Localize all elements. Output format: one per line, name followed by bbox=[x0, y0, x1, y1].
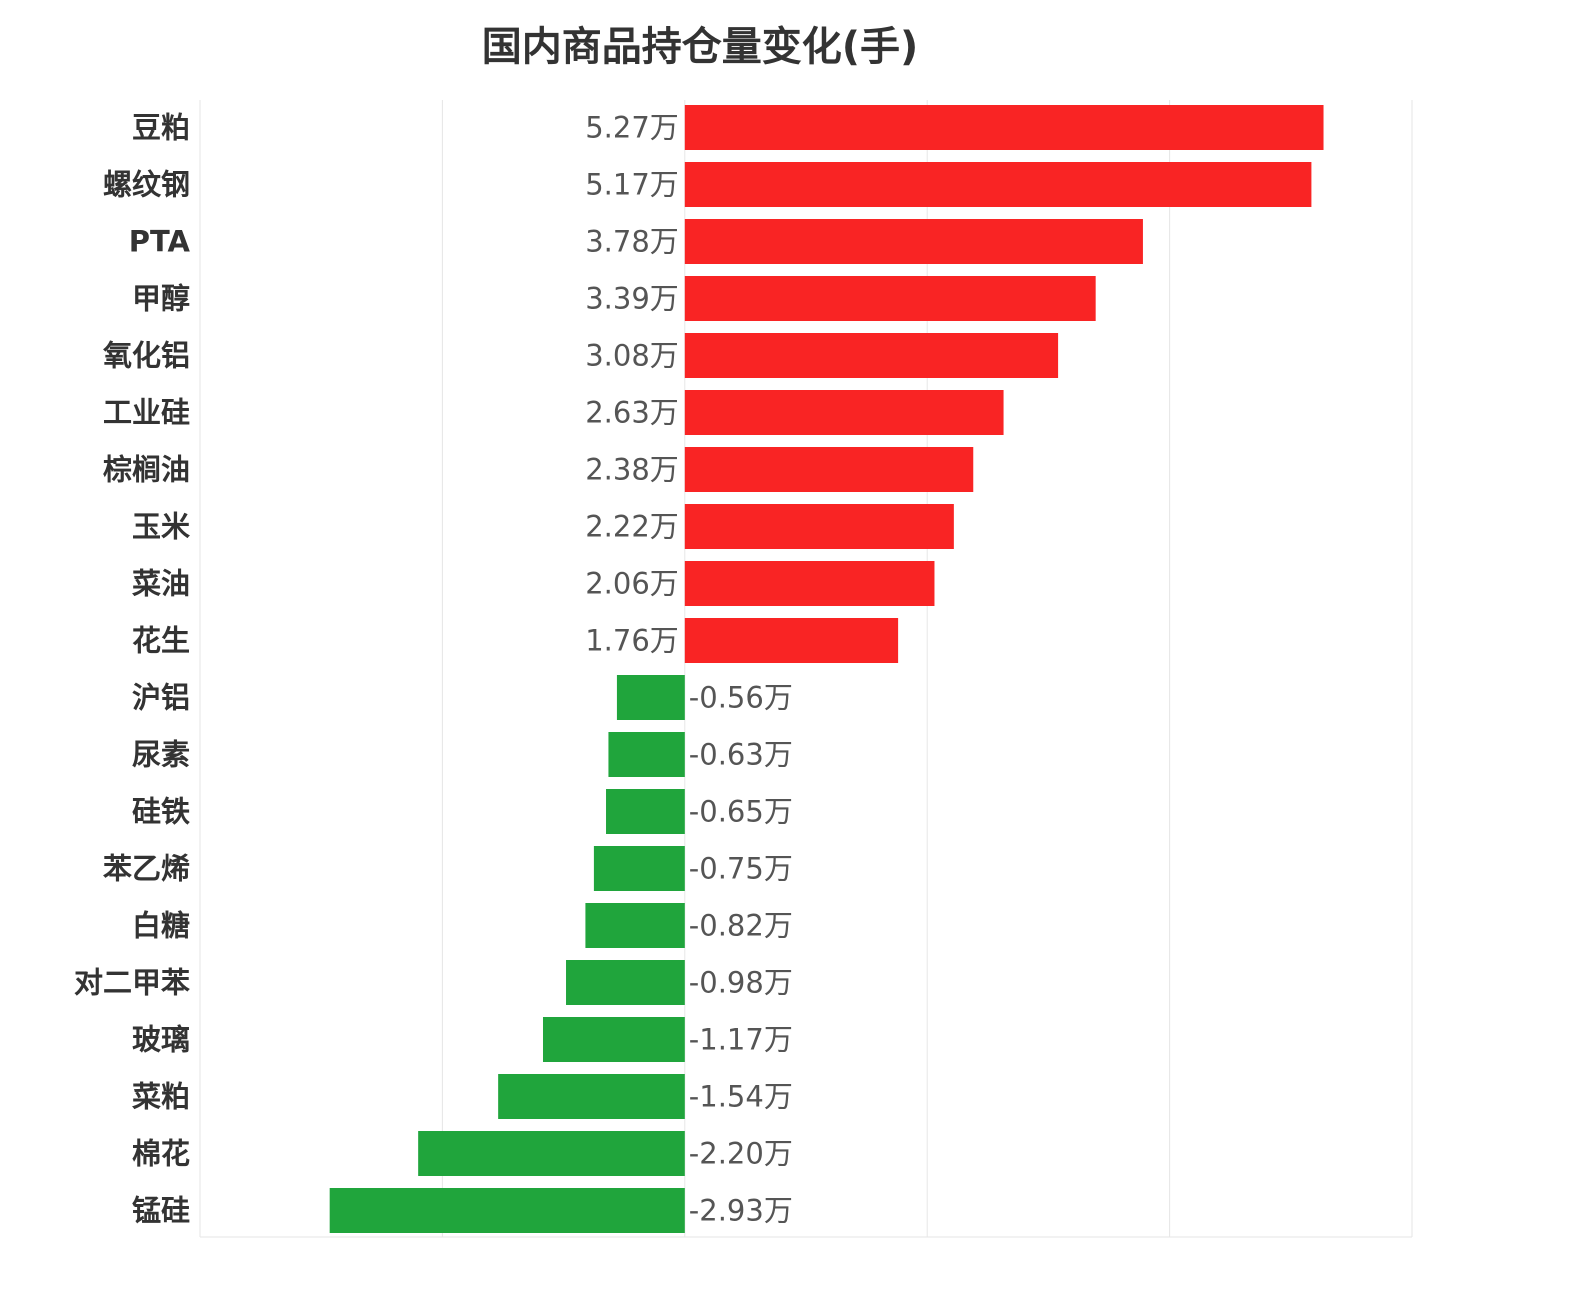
category-label: 甲醇 bbox=[132, 282, 190, 316]
category-label: 锰硅 bbox=[132, 1194, 190, 1228]
value-label: -0.65万 bbox=[689, 795, 793, 829]
category-label: 苯乙烯 bbox=[103, 852, 190, 886]
bar-5 bbox=[684, 390, 1004, 435]
value-label: 5.27万 bbox=[585, 111, 679, 145]
bar-18 bbox=[418, 1131, 685, 1176]
category-label: 玻璃 bbox=[132, 1023, 190, 1057]
category-label: 菜粕 bbox=[132, 1080, 190, 1114]
bar-19 bbox=[329, 1188, 685, 1233]
category-label: 尿素 bbox=[132, 738, 190, 772]
bar-6 bbox=[684, 447, 974, 492]
category-label: 玉米 bbox=[132, 510, 190, 544]
bar-8 bbox=[684, 561, 935, 606]
category-label: 棕榈油 bbox=[103, 453, 190, 487]
category-label: 豆粕 bbox=[132, 111, 190, 145]
bar-17 bbox=[498, 1074, 685, 1119]
bar-3 bbox=[684, 276, 1096, 321]
value-label: 1.76万 bbox=[585, 624, 679, 658]
value-label: -2.93万 bbox=[689, 1194, 793, 1228]
category-label: 白糖 bbox=[132, 909, 190, 943]
category-label: 硅铁 bbox=[132, 795, 190, 829]
category-label: 工业硅 bbox=[103, 396, 190, 430]
bar-9 bbox=[684, 618, 899, 663]
category-label: 沪铝 bbox=[132, 681, 190, 715]
value-label: 2.22万 bbox=[585, 510, 679, 544]
bar-14 bbox=[585, 903, 685, 948]
bar-2 bbox=[684, 219, 1143, 264]
value-label: -2.20万 bbox=[689, 1137, 793, 1171]
category-label: 螺纹钢 bbox=[103, 168, 190, 202]
value-label: -0.63万 bbox=[689, 738, 793, 772]
category-label: 对二甲苯 bbox=[74, 966, 190, 1000]
value-label: 2.38万 bbox=[585, 453, 679, 487]
value-label: -0.56万 bbox=[689, 681, 793, 715]
bar-13 bbox=[593, 846, 685, 891]
value-label: -1.54万 bbox=[689, 1080, 793, 1114]
bar-15 bbox=[566, 960, 685, 1005]
bar-1 bbox=[684, 162, 1312, 207]
value-label: 3.08万 bbox=[585, 339, 679, 373]
value-label: -0.98万 bbox=[689, 966, 793, 1000]
bar-12 bbox=[606, 789, 685, 834]
chart-title: 国内商品持仓量变化(手) bbox=[481, 24, 919, 70]
grid-layer bbox=[199, 100, 1413, 1238]
bar-4 bbox=[684, 333, 1059, 378]
bar-11 bbox=[608, 732, 685, 777]
value-label: 2.06万 bbox=[585, 567, 679, 601]
value-label: 2.63万 bbox=[585, 396, 679, 430]
value-label: -1.17万 bbox=[689, 1023, 793, 1057]
bar-10 bbox=[616, 675, 685, 720]
category-label: PTA bbox=[129, 225, 191, 259]
bar-16 bbox=[542, 1017, 685, 1062]
category-label: 棉花 bbox=[132, 1137, 190, 1171]
value-label: 3.78万 bbox=[585, 225, 679, 259]
category-label: 花生 bbox=[132, 624, 190, 658]
category-label: 菜油 bbox=[132, 567, 190, 601]
bars-layer bbox=[329, 105, 1324, 1233]
value-label: 3.39万 bbox=[585, 282, 679, 316]
value-label: -0.75万 bbox=[689, 852, 793, 886]
bar-7 bbox=[684, 504, 954, 549]
category-label: 氧化铝 bbox=[102, 339, 190, 373]
value-label: 5.17万 bbox=[585, 168, 679, 202]
value-label: -0.82万 bbox=[689, 909, 793, 943]
bar-0 bbox=[684, 105, 1324, 150]
